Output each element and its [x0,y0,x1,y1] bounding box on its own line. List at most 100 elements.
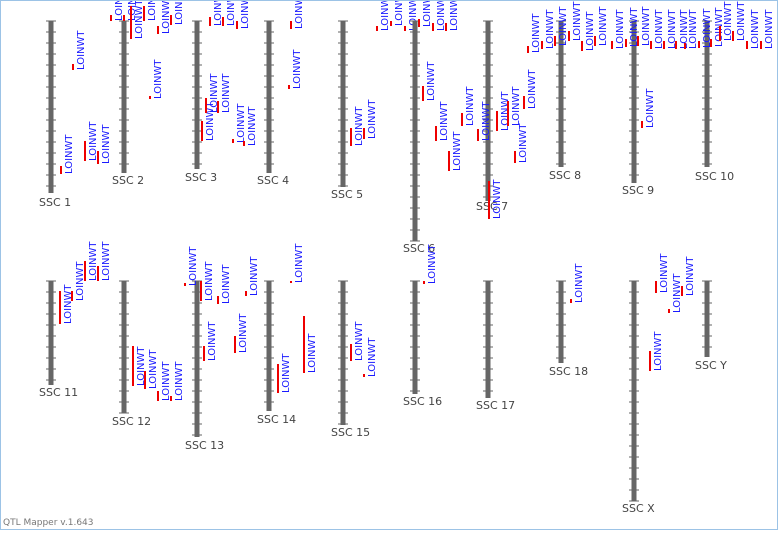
qtl-label: LOINWT [449,1,460,31]
chromosome-bar [121,21,127,173]
qtl-label: LOINWT [427,244,438,284]
qtl-label: LOINWT [238,313,249,353]
chromosome-bar [340,21,346,187]
qtl-label: LOINWT [307,333,318,373]
qtl-label: LOINWT [153,59,164,99]
chromosome-label: SSC Y [695,359,727,372]
chromosome-label: SSC 7 [476,200,508,213]
qtl-label: LOINWT [174,1,185,25]
qtl-label: LOINWT [221,73,232,113]
qtl-label: LOINWT [236,103,247,143]
qtl-label: LOINWT [247,106,258,146]
qtl-label: LOINWT [688,9,699,49]
qtl-label: LOINWT [531,13,542,53]
qtl-label: LOINWT [439,101,450,141]
qtl-label: LOINWT [209,73,220,113]
chromosome-bar [558,21,564,167]
qtl-label: LOINWT [88,121,99,161]
qtl-label: LOINWT [736,1,747,41]
qtl-label: LOINWT [380,1,391,31]
qtl-label: LOINWT [422,1,433,27]
chromosome-label: SSC 11 [39,386,78,399]
qtl-label: LOINWT [723,1,734,41]
qtl-label: LOINWT [492,179,503,219]
qtl-label: LOINWT [367,99,378,139]
qtl-label: LOINWT [408,1,419,31]
chromosome-label: SSC 8 [549,169,581,182]
qtl-label: LOINWT [545,9,556,49]
qtl-label: LOINWT [354,321,365,361]
chromosome-bar [485,21,491,201]
chromosome-label: SSC 16 [403,395,442,408]
chromosome-label: SSC 14 [257,413,296,426]
chromosome-bar [704,281,710,357]
qtl-label: LOINWT [679,9,690,49]
chromosome-label: SSC 13 [185,439,224,452]
qtl-label: LOINWT [702,8,713,48]
chromosome-bar [412,281,418,394]
qtl-label: LOINWT [645,88,656,128]
qtl-label: LOINWT [294,1,305,29]
chromosome-bar [266,21,272,173]
qtl-label: LOINWT [127,1,138,21]
qtl-label: LOINWT [249,256,260,296]
chromosome-label: SSC 10 [695,170,734,183]
chromosome-label: SSC 3 [185,171,217,184]
qtl-label: LOINWT [653,331,664,371]
qtl-label: LOINWT [205,101,216,141]
qtl-label: LOINWT [101,241,112,281]
qtl-label: LOINWT [213,1,224,26]
chromosome-label: SSC 12 [112,415,151,428]
qtl-label: LOINWT [161,1,172,34]
chromosome-label: SSC 15 [331,426,370,439]
qtl-label: LOINWT [147,1,158,21]
qtl-label: LOINWT [654,9,665,49]
qtl-label: LOINWT [188,246,199,286]
qtl-label: LOINWT [101,124,112,164]
qtl-label: LOINWT [764,9,775,49]
qtl-label: LOINWT [452,131,463,171]
qtl-label: LOINWT [511,86,522,126]
qtl-label: LOINWT [394,1,405,26]
qtl-label: LOINWT [481,101,492,141]
chromosome-label: SSC 5 [331,188,363,201]
qtl-label: LOINWT [64,134,75,174]
chromosome-bar [194,281,200,437]
qtl-label: LOINWT [585,11,596,51]
qtl-label: LOINWT [134,1,145,39]
qtl-label: LOINWT [641,6,652,46]
chromosome-bar [194,21,200,169]
qtl-label: LOINWT [294,243,305,283]
qtl-label: LOINWT [204,261,215,301]
qtl-label: LOINWT [659,253,670,293]
qtl-label: LOINWT [114,1,125,21]
qtl-label: LOINWT [558,6,569,46]
qtl-label: LOINWT [629,7,640,47]
qtl-label: LOINWT [281,353,292,393]
qtl-label: LOINWT [465,86,476,126]
qtl-label: LOINWT [598,6,609,46]
qtl-label: LOINWT [367,337,378,377]
chromosome-bar [48,281,54,385]
chromosome-bar [704,21,710,167]
chromosome-bar [631,21,637,183]
qtl-label: LOINWT [436,1,447,31]
chromosome-label: SSC 4 [257,174,289,187]
qtl-label: LOINWT [88,241,99,281]
qtl-label: LOINWT [518,123,529,163]
qtl-label: LOINWT [354,106,365,146]
chromosome-label: SSC X [622,502,655,515]
qtl-label: LOINWT [500,91,511,131]
chromosome-bar [558,281,564,363]
chromosome-label: SSC 9 [622,184,654,197]
qtl-label: LOINWT [292,49,303,89]
chromosome-label: SSC 18 [549,365,588,378]
qtl-label: LOINWT [672,273,683,313]
qtl-label: LOINWT [685,256,696,296]
qtl-label: LOINWT [615,9,626,49]
qtl-label: LOINWT [574,263,585,303]
chromosome-bar [48,21,54,193]
chromosome-label: SSC 1 [39,196,71,209]
